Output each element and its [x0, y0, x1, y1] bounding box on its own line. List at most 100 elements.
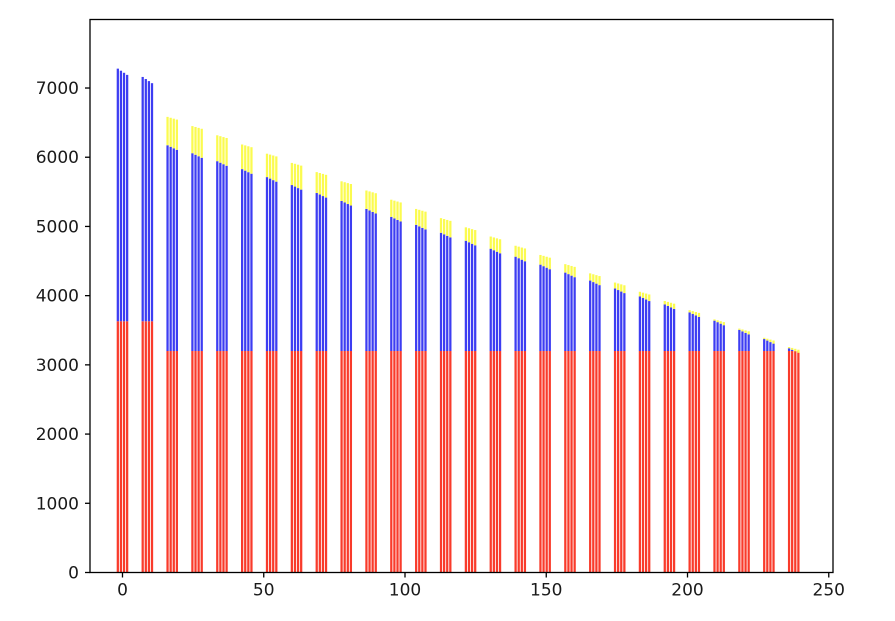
bar-segment-blue [399, 221, 402, 352]
bar-segment-red [741, 351, 744, 573]
bar-segment-yellow [439, 218, 443, 233]
bar-segment-red [346, 351, 349, 573]
bar-segment-blue [514, 256, 517, 352]
bar-segment-red [396, 351, 399, 573]
bar-segment-yellow [446, 219, 449, 236]
x-tick-label: 0 [117, 581, 128, 601]
bar-segment-red [175, 351, 179, 573]
bar-segment-blue [520, 259, 523, 352]
bar-segment-red [514, 351, 517, 573]
bar-segment-blue [644, 299, 648, 352]
bar-segment-yellow [772, 340, 775, 344]
bar-segment-red [368, 351, 371, 573]
bar-segment-blue [169, 146, 172, 352]
bar-segment-yellow [763, 337, 766, 340]
bar-segment-blue [539, 264, 542, 352]
x-tick-label: 200 [671, 581, 703, 601]
bar-segment-blue [545, 267, 548, 352]
bar-segment-yellow [346, 183, 349, 205]
bar-segment-blue [222, 164, 225, 352]
bar-segment-blue [219, 162, 222, 352]
bar-segment-yellow [219, 136, 222, 163]
bar-segment-blue [464, 240, 468, 352]
bar-segment-red [241, 351, 244, 573]
bar-segment-red [567, 351, 570, 573]
bar-segment-red [713, 351, 716, 573]
bar-segment-blue [697, 316, 701, 352]
bar-segment-red [116, 321, 119, 573]
bar-segment-yellow [470, 229, 474, 244]
bar-segment-yellow [296, 164, 300, 189]
bar-segment-red [147, 321, 151, 573]
bar-segment-blue [318, 194, 321, 352]
bar-segment-yellow [191, 126, 194, 154]
bar-segment-yellow [216, 135, 219, 162]
bar-segment-red [787, 351, 791, 573]
bar-segment-blue [390, 216, 393, 352]
bar-segment-yellow [464, 227, 468, 241]
bar-segment-yellow [498, 239, 502, 254]
bar-segment-red [772, 351, 775, 573]
bar-segment-red [225, 351, 228, 573]
bar-segment-red [442, 351, 446, 573]
bar-segment-red [564, 351, 567, 573]
bar-segment-yellow [194, 126, 197, 155]
bar-segment-blue [150, 83, 154, 322]
bar-segment-red [318, 351, 321, 573]
bar-segment-yellow [641, 292, 645, 299]
bar-segment-blue [272, 180, 275, 352]
bar-segment-red [340, 351, 343, 573]
bar-segment-red [666, 351, 670, 573]
bar-segment-blue [144, 79, 147, 322]
bar-segment-blue [296, 188, 300, 352]
bar-segment-blue [200, 157, 203, 352]
bar-segment-blue [119, 70, 123, 322]
bar-segment-yellow [688, 310, 691, 313]
y-tick-label: 0 [68, 564, 79, 584]
bar-segment-blue [346, 204, 349, 352]
bar-segment-red [613, 351, 617, 573]
bar-segment-red [290, 351, 293, 573]
bar-segment-blue [216, 161, 219, 352]
bar-segment-blue [722, 325, 725, 352]
bar-segment-red [244, 351, 247, 573]
bar-segment-blue [787, 348, 791, 352]
bar-segment-yellow [539, 254, 542, 265]
bar-segment-yellow [514, 245, 517, 257]
bar-segment-yellow [371, 192, 374, 212]
bar-segment-blue [613, 288, 617, 352]
bar-segment-yellow [399, 202, 402, 222]
bar-segment-yellow [492, 237, 495, 251]
bar-segment-yellow [797, 349, 800, 353]
bar-segment-blue [424, 229, 427, 352]
bar-segment-blue [268, 178, 272, 352]
bar-segment-blue [194, 154, 197, 352]
bar-segment-red [620, 351, 623, 573]
bar-segment-yellow [598, 276, 601, 286]
bar-segment-blue [595, 283, 598, 352]
bar-segment-red [495, 351, 499, 573]
bar-segment-yellow [467, 228, 471, 243]
bar-segment-red [722, 351, 725, 573]
bar-segment-yellow [474, 230, 477, 246]
bar-segment-red [763, 351, 766, 573]
bar-segment-blue [548, 269, 551, 352]
bar-segment-red [399, 351, 402, 573]
bar-segment-yellow [396, 201, 399, 220]
bar-segment-yellow [247, 146, 250, 173]
bar-segment-yellow [250, 147, 253, 174]
bar-segment-blue [669, 307, 673, 352]
bar-segment-blue [442, 234, 446, 352]
bar-segment-blue [293, 186, 297, 352]
bar-segment-red [144, 321, 147, 573]
bar-segment-blue [666, 305, 670, 352]
bar-segment-red [573, 351, 576, 573]
bar-segment-red [200, 351, 203, 573]
bar-segment-yellow [548, 257, 551, 270]
bar-segment-yellow [489, 236, 492, 249]
y-tick-label: 2000 [36, 425, 79, 445]
bar-segment-yellow [340, 181, 343, 201]
bar-segment-yellow [791, 347, 794, 350]
bar-segment-blue [290, 185, 293, 352]
bar-segment-yellow [787, 347, 791, 349]
